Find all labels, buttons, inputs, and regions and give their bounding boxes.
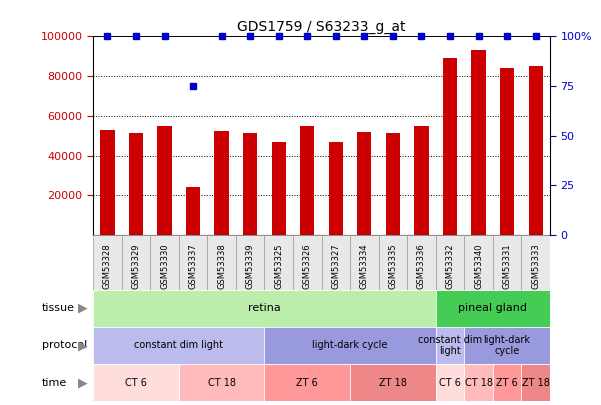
- Text: GSM53335: GSM53335: [388, 243, 397, 289]
- Bar: [264, 235, 293, 290]
- Bar: [443, 58, 457, 235]
- Bar: [93, 235, 122, 290]
- Bar: [493, 364, 522, 401]
- Bar: [300, 126, 314, 235]
- Text: CT 6: CT 6: [125, 378, 147, 388]
- Title: GDS1759 / S63233_g_at: GDS1759 / S63233_g_at: [237, 20, 406, 34]
- Bar: [436, 364, 465, 401]
- Text: GSM53325: GSM53325: [274, 243, 283, 289]
- Bar: [471, 50, 486, 235]
- Text: GSM53326: GSM53326: [303, 243, 312, 289]
- Bar: [414, 126, 429, 235]
- Bar: [522, 364, 550, 401]
- Text: GSM53340: GSM53340: [474, 243, 483, 289]
- Bar: [150, 235, 179, 290]
- Bar: [436, 290, 550, 327]
- Bar: [465, 364, 493, 401]
- Text: ▶: ▶: [78, 376, 87, 389]
- Text: GSM53328: GSM53328: [103, 243, 112, 289]
- Bar: [436, 235, 465, 290]
- Bar: [122, 235, 150, 290]
- Bar: [322, 235, 350, 290]
- Bar: [386, 133, 400, 235]
- Bar: [465, 235, 493, 290]
- Bar: [157, 126, 172, 235]
- Text: GSM53339: GSM53339: [246, 243, 255, 289]
- Text: GSM53333: GSM53333: [531, 243, 540, 289]
- Text: ▶: ▶: [78, 302, 87, 315]
- Text: CT 6: CT 6: [439, 378, 461, 388]
- Bar: [493, 235, 522, 290]
- Text: protocol: protocol: [42, 341, 87, 350]
- Bar: [179, 364, 264, 401]
- Text: ZT 6: ZT 6: [296, 378, 318, 388]
- Bar: [272, 142, 286, 235]
- Text: ZT 18: ZT 18: [522, 378, 549, 388]
- Bar: [357, 132, 371, 235]
- Bar: [264, 327, 436, 364]
- Text: light-dark cycle: light-dark cycle: [313, 341, 388, 350]
- Text: time: time: [42, 378, 67, 388]
- Text: ZT 6: ZT 6: [496, 378, 518, 388]
- Bar: [186, 187, 200, 235]
- Bar: [93, 364, 179, 401]
- Text: GSM53336: GSM53336: [417, 243, 426, 289]
- Text: GSM53337: GSM53337: [189, 243, 198, 289]
- Text: ZT 18: ZT 18: [379, 378, 407, 388]
- Bar: [528, 66, 543, 235]
- Bar: [179, 235, 207, 290]
- Bar: [264, 364, 350, 401]
- Bar: [329, 142, 343, 235]
- Bar: [243, 133, 257, 235]
- Bar: [350, 235, 379, 290]
- Bar: [500, 68, 514, 235]
- Text: constant dim
light: constant dim light: [418, 335, 482, 356]
- Text: GSM53327: GSM53327: [331, 243, 340, 289]
- Text: CT 18: CT 18: [207, 378, 236, 388]
- Text: ▶: ▶: [78, 339, 87, 352]
- Bar: [379, 235, 407, 290]
- Text: GSM53332: GSM53332: [445, 243, 454, 289]
- Text: retina: retina: [248, 303, 281, 313]
- Bar: [100, 130, 115, 235]
- Text: GSM53338: GSM53338: [217, 243, 226, 289]
- Bar: [93, 327, 264, 364]
- Text: CT 18: CT 18: [465, 378, 493, 388]
- Bar: [207, 235, 236, 290]
- Bar: [215, 131, 229, 235]
- Bar: [293, 235, 322, 290]
- Bar: [93, 290, 436, 327]
- Text: tissue: tissue: [42, 303, 75, 313]
- Text: GSM53330: GSM53330: [160, 243, 169, 289]
- Bar: [465, 327, 550, 364]
- Bar: [236, 235, 264, 290]
- Text: GSM53329: GSM53329: [132, 243, 141, 289]
- Bar: [436, 327, 465, 364]
- Text: pineal gland: pineal gland: [459, 303, 527, 313]
- Bar: [129, 133, 143, 235]
- Text: GSM53331: GSM53331: [502, 243, 511, 289]
- Text: GSM53334: GSM53334: [360, 243, 369, 289]
- Bar: [407, 235, 436, 290]
- Text: light-dark
cycle: light-dark cycle: [484, 335, 531, 356]
- Text: constant dim light: constant dim light: [134, 341, 224, 350]
- Bar: [350, 364, 436, 401]
- Bar: [522, 235, 550, 290]
